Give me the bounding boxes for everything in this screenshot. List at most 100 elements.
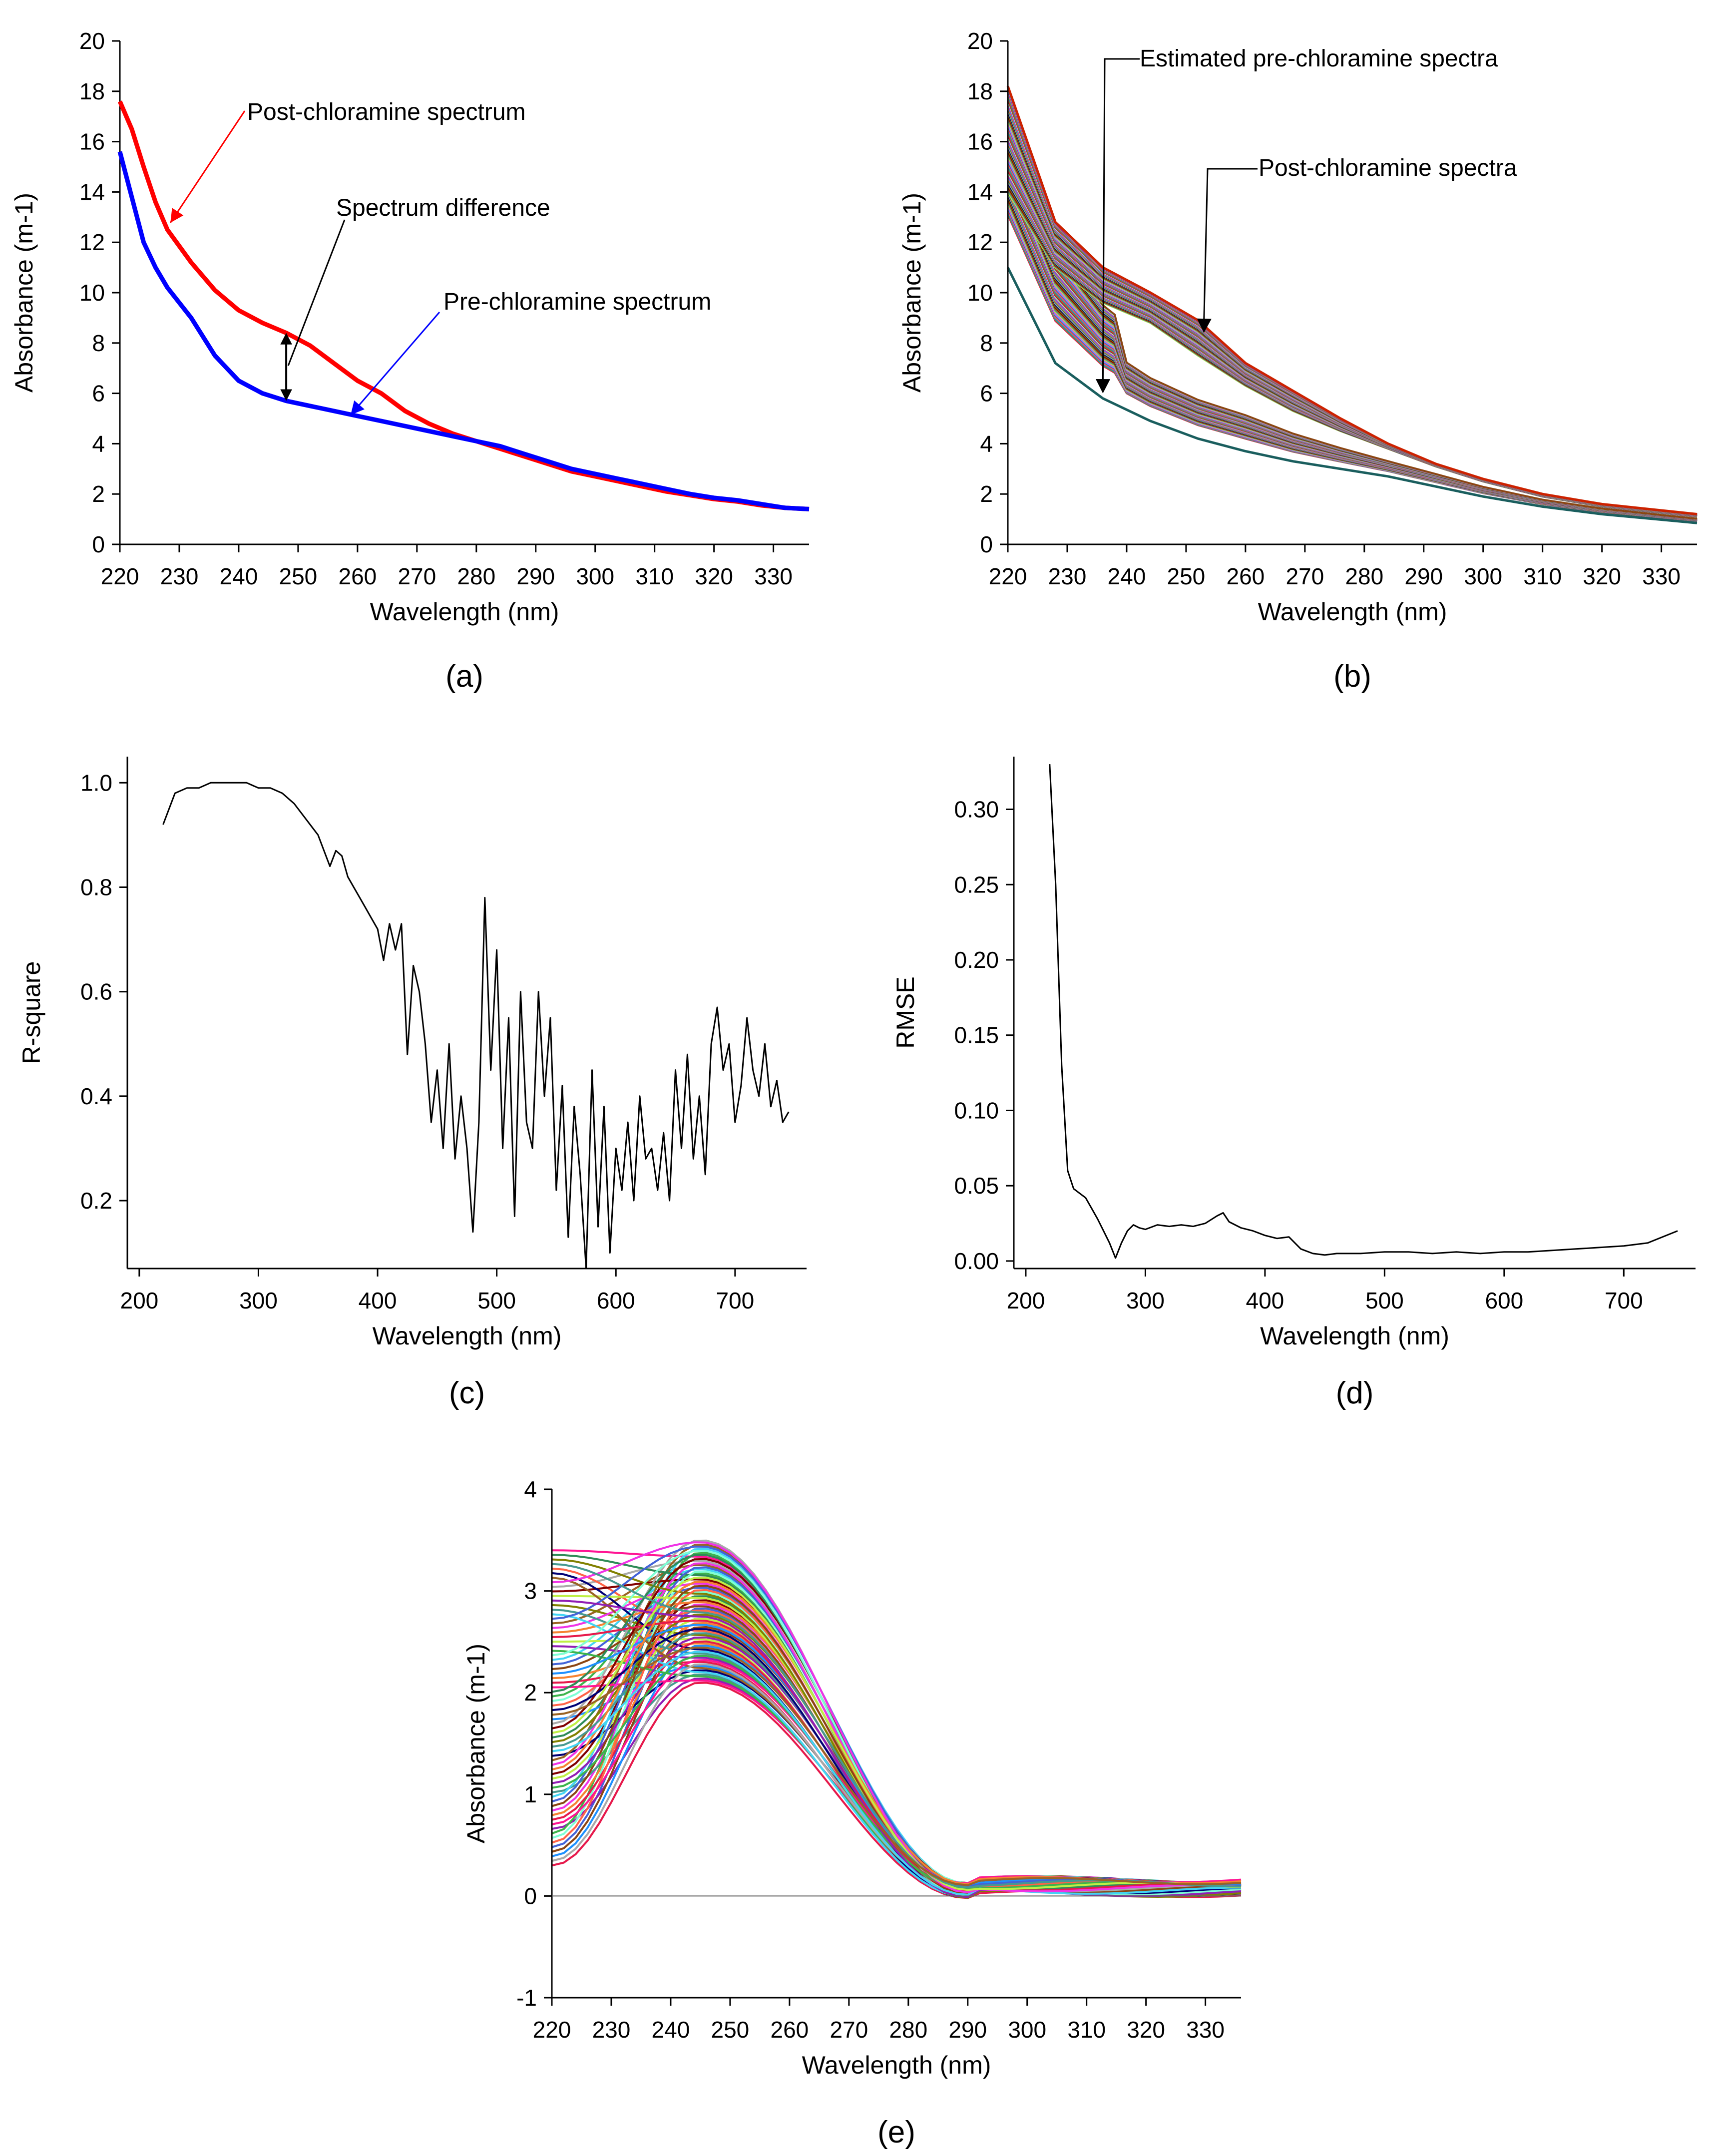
x-tick-label: 200 <box>120 1288 158 1313</box>
x-axis-label: Wavelength (nm) <box>1260 1322 1449 1350</box>
y-tick-label: 0.30 <box>954 797 999 823</box>
x-tick-label: 600 <box>597 1288 635 1313</box>
y-tick-label: 8 <box>92 330 105 356</box>
y-tick-label: 16 <box>79 129 105 155</box>
annotation-arrow-pre <box>350 312 440 416</box>
panel-caption: (c) <box>449 1376 485 1410</box>
panel-e: 220 230 240 250 260 270 280 290 300 310 320 330 -1 0 1… <box>462 1476 1242 2150</box>
x-tick-label: 320 <box>1127 2017 1165 2043</box>
x-tick-label: 220 <box>533 2017 571 2043</box>
x-tick-label: 240 <box>652 2017 690 2043</box>
estimated-pre-spectrum-line <box>1007 171 1698 521</box>
y-tick-label: 6 <box>92 381 105 407</box>
y-tick-label: 4 <box>92 431 105 456</box>
y-tick-label: 2 <box>92 481 105 507</box>
y-tick-label: 4 <box>524 1476 537 1502</box>
difference-arrowhead-up <box>280 333 292 345</box>
x-tick-label: 220 <box>101 563 139 589</box>
estimated-pre-spectrum-line <box>1007 176 1698 522</box>
y-tick-label: 0.2 <box>80 1188 112 1214</box>
panel-b: 220 230 240 250 260 270 280 290 300 310 320 330 0 2 4 6… <box>898 28 1698 694</box>
y-tick-label: 3 <box>524 1578 537 1604</box>
difference-spectrum-line <box>551 1651 1242 1896</box>
difference-spectrum-line <box>551 1682 1242 1899</box>
pre-band-lower-edge <box>1006 267 1698 524</box>
y-tick-label: -1 <box>516 1985 537 2011</box>
y-axis-label: Absorbance (m-1) <box>898 193 926 393</box>
estimated-pre-spectrum-line <box>1007 177 1698 522</box>
x-tick-label: 320 <box>1583 563 1621 589</box>
y-tick-label: 18 <box>967 78 993 104</box>
y-tick-label: 0 <box>980 531 993 557</box>
x-axis-label: Wavelength (nm) <box>1258 598 1447 626</box>
annotation-leader-difference <box>287 219 346 366</box>
y-tick-label: 18 <box>79 78 105 104</box>
x-tick-label: 270 <box>830 2017 868 2043</box>
x-tick-label: 260 <box>1226 563 1265 589</box>
y-tick-label: 12 <box>967 229 993 255</box>
panel-caption: (e) <box>877 2115 915 2150</box>
y-tick-label: 0.4 <box>80 1083 112 1109</box>
x-tick-label: 500 <box>477 1288 516 1313</box>
y-tick-label: 20 <box>79 28 105 54</box>
x-tick-label: 330 <box>1642 563 1681 589</box>
y-tick-label: 0.8 <box>80 874 112 900</box>
x-tick-label: 300 <box>576 563 614 589</box>
y-tick-label: 14 <box>79 179 105 205</box>
x-tick-label: 290 <box>516 563 555 589</box>
y-tick-label: 20 <box>967 28 993 54</box>
y-tick-label: 0.10 <box>954 1097 999 1123</box>
pre-chloramine-line <box>117 151 810 511</box>
x-tick-label: 280 <box>457 563 495 589</box>
x-tick-label: 230 <box>160 563 199 589</box>
difference-spectrum-line <box>551 1541 1242 1894</box>
y-tick-label: 2 <box>980 481 993 507</box>
y-tick-label: 14 <box>967 179 993 205</box>
x-tick-label: 300 <box>1126 1288 1165 1313</box>
x-tick-label: 300 <box>1008 2017 1046 2043</box>
estimated-pre-spectrum-line <box>1007 179 1698 522</box>
x-tick-label: 270 <box>398 563 436 589</box>
x-tick-label: 290 <box>1404 563 1443 589</box>
x-tick-label: 300 <box>1464 563 1502 589</box>
annotation-leader-post <box>1203 168 1258 323</box>
y-tick-label: 8 <box>980 330 993 356</box>
panel-d: 200 300 400 500 600 700 0.00 0.05 0.10 0.15 0.20 0.… <box>891 757 1696 1410</box>
x-tick-label: 400 <box>359 1288 397 1313</box>
y-tick-label: 0.15 <box>954 1022 999 1048</box>
x-tick-label: 310 <box>1067 2017 1106 2043</box>
panel-c: 200 300 400 500 600 700 0.2 0.4 0.6 0.8 1.0 Wavelen… <box>17 757 807 1410</box>
difference-spectrum-line <box>551 1647 1242 1886</box>
x-tick-label: 700 <box>1605 1288 1643 1313</box>
annotation-post-chloramine: Post-chloramine spectrum <box>247 99 526 125</box>
x-tick-label: 400 <box>1246 1288 1285 1313</box>
y-tick-label: 16 <box>967 129 993 155</box>
estimated-pre-spectrum-line <box>1007 172 1698 521</box>
x-tick-label: 270 <box>1286 563 1324 589</box>
annotation-arrowhead-post-b <box>1197 318 1212 333</box>
annotation-arrowhead-pre <box>351 400 365 415</box>
y-tick-label: 6 <box>980 381 993 407</box>
panel-caption: (d) <box>1336 1376 1374 1410</box>
x-axis-label: Wavelength (nm) <box>373 1322 562 1350</box>
x-tick-label: 290 <box>948 2017 987 2043</box>
y-tick-label: 0.6 <box>80 979 112 1005</box>
x-tick-label: 230 <box>1048 563 1087 589</box>
y-tick-label: 4 <box>980 431 993 456</box>
x-tick-label: 280 <box>889 2017 927 2043</box>
y-tick-label: 10 <box>967 280 993 306</box>
difference-arrowhead-down <box>280 389 292 401</box>
x-tick-label: 600 <box>1485 1288 1523 1313</box>
y-tick-label: 10 <box>79 280 105 306</box>
y-tick-label: 0 <box>92 531 105 557</box>
annotation-arrow-post <box>169 110 246 223</box>
x-tick-label: 240 <box>220 563 258 589</box>
x-tick-label: 330 <box>754 563 793 589</box>
x-tick-label: 200 <box>1007 1288 1045 1313</box>
x-tick-label: 310 <box>635 563 674 589</box>
annotation-leader-estimated <box>1102 58 1140 384</box>
panel-caption: (a) <box>445 659 483 694</box>
x-tick-label: 260 <box>338 563 377 589</box>
x-tick-label: 230 <box>592 2017 631 2043</box>
annotation-arrowhead-estimated <box>1095 379 1111 394</box>
